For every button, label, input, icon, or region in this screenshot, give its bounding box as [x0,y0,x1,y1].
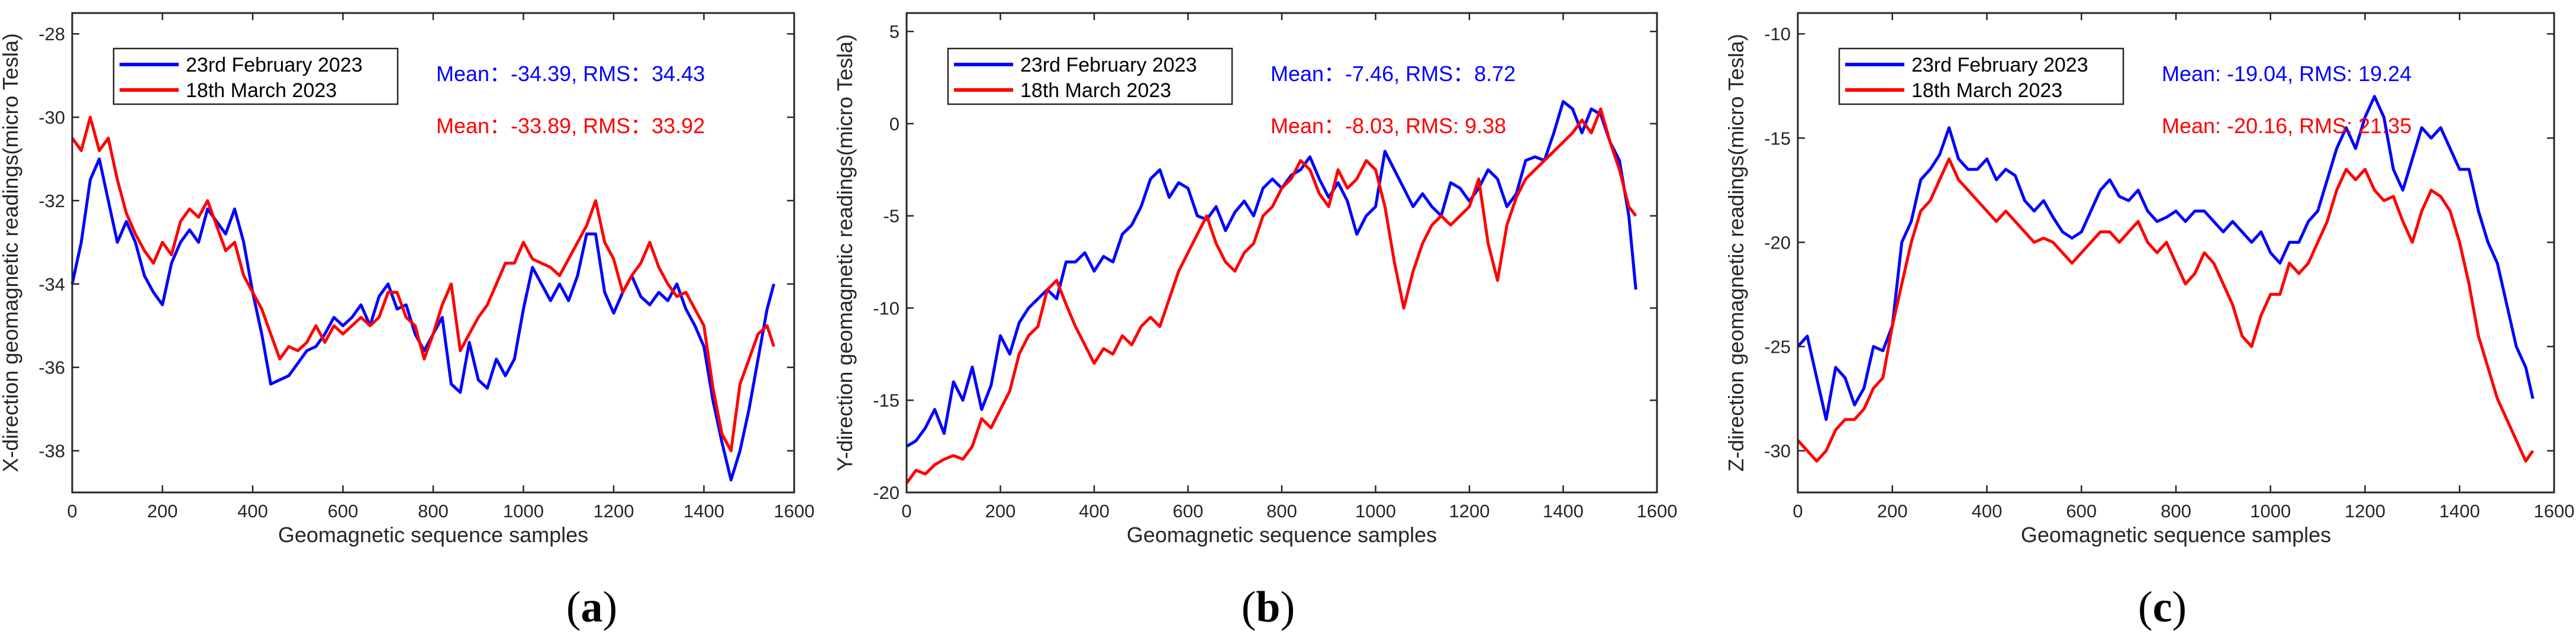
stats-annotation-mar: Mean: -20.16, RMS: 21.35 [2162,114,2411,138]
chart-panel-b: 0 200 400 600 800 1000 1200 1400 1600 -20 -15 -10 -5… [833,12,1677,632]
stats-annotation-mar: Mean：-33.89, RMS：33.92 [436,114,705,138]
legend: 23rd February 2023 18th March 2023 [1838,47,2124,105]
y-tick-label: -30 [1764,441,1791,462]
y-tick-label: 5 [889,21,899,42]
y-tick-label: -30 [38,107,65,128]
x-tick-label: 200 [1877,501,1908,521]
caption-letter: a [581,583,603,632]
caption-open-paren: ( [2138,583,2153,632]
x-tick-label: 200 [985,501,1016,521]
caption-open-paren: ( [1242,583,1256,632]
caption-letter: c [2153,583,2172,632]
caption-open-paren: ( [566,583,581,632]
x-tick-label: 600 [1173,501,1204,521]
series-layer [905,100,1637,484]
y-tick-label: -20 [1764,232,1791,253]
x-tick-label: 1400 [2439,501,2480,521]
x-tick-label: 1000 [503,501,544,521]
plot-frame [1797,12,2555,494]
y-tick-label: -15 [873,390,899,411]
y-tick-label: -38 [38,441,65,462]
x-tick-label: 1400 [684,501,724,521]
series-line-mar [1797,157,2535,463]
series-line-mar [70,115,776,453]
legend-label-feb: 23rd February 2023 [186,54,363,76]
tick-layer: 0 200 400 600 800 1000 1200 1400 1600 -20 -15 -10 -5… [873,13,1677,521]
series-line-feb [905,100,1637,448]
legend-label-mar: 18th March 2023 [1020,79,1171,102]
y-tick-label: -34 [38,274,65,295]
x-tick-label: 0 [67,501,77,521]
stats-annotation-feb: Mean：-7.46, RMS：8.72 [1271,62,1516,86]
y-tick-label: 0 [889,114,899,134]
y-axis-label: Z-direction geomagnetic readings(micro T… [1724,34,1748,472]
y-tick-label: -36 [38,357,65,378]
x-tick-label: 400 [1079,501,1110,521]
x-tick-label: 400 [1972,501,2003,521]
y-tick-label: -32 [38,191,65,211]
x-axis-label: Geomagnetic sequence samples [1127,523,1437,547]
y-tick-label: -20 [873,482,899,503]
stats-annotation-mar: Mean：-8.03, RMS: 9.38 [1271,114,1506,138]
x-tick-label: 800 [1266,501,1297,521]
chart-panel-c: 0 200 400 600 800 1000 1200 1400 1600 -30 -25 -20 -1… [1724,12,2574,632]
legend-label-mar: 18th March 2023 [186,79,337,102]
series-line-feb [70,157,776,482]
panel-caption: (a) [566,583,617,632]
x-tick-label: 1400 [1543,501,1584,521]
x-tick-label: 1200 [2345,501,2385,521]
stats-annotation-feb: Mean: -19.04, RMS: 19.24 [2162,62,2411,86]
x-tick-label: 0 [1792,501,1803,521]
x-axis-label: Geomagnetic sequence samples [2021,523,2331,547]
legend-box [1838,47,2124,105]
panel-caption: (c) [2138,583,2187,632]
legend: 23rd February 2023 18th March 2023 [112,47,399,105]
legend: 23rd February 2023 18th March 2023 [947,47,1233,105]
y-tick-label: -25 [1764,336,1791,357]
y-tick-label: -10 [1764,24,1791,44]
x-tick-label: 1200 [594,501,634,521]
legend-label-mar: 18th March 2023 [1911,79,2062,102]
caption-close-paren: ) [603,583,618,632]
x-tick-label: 1000 [1355,501,1396,521]
plot-frame [905,12,1658,494]
y-tick-label: -15 [1764,128,1791,149]
series-line-feb [1797,95,2535,421]
chart-panel-a: 0 200 400 600 800 1000 1200 1400 1600 -38 -36 -34 -3… [0,12,814,632]
caption-letter: b [1256,583,1280,632]
tick-layer: 0 200 400 600 800 1000 1200 1400 1600 -38 -36 -34 -3… [38,13,814,521]
y-axis-label: Y-direction geomagnetic readings(micro T… [833,34,857,471]
x-tick-label: 400 [237,501,268,521]
x-tick-label: 600 [2066,501,2097,521]
y-tick-label: -28 [38,24,65,44]
x-tick-label: 1200 [1449,501,1490,521]
series-line-mar [905,107,1637,484]
x-axis-label: Geomagnetic sequence samples [278,523,588,547]
y-tick-label: -10 [873,298,899,318]
plot-frame [71,12,795,494]
tick-layer: 0 200 400 600 800 1000 1200 1400 1600 -30 -25 -20 -1… [1764,13,2574,521]
series-layer [1797,95,2535,463]
x-tick-label: 600 [328,501,359,521]
series-layer [70,115,776,482]
y-axis-label: X-direction geomagnetic readings(micro T… [0,33,22,472]
x-tick-label: 200 [147,501,178,521]
x-tick-label: 1600 [2534,501,2575,521]
legend-box [112,47,399,105]
legend-label-feb: 23rd February 2023 [1911,54,2088,76]
x-tick-label: 1600 [774,501,815,521]
y-tick-label: -5 [883,206,899,227]
caption-close-paren: ) [2172,583,2187,632]
caption-close-paren: ) [1281,583,1295,632]
x-tick-label: 0 [901,501,911,521]
legend-label-feb: 23rd February 2023 [1020,54,1197,76]
legend-box [947,47,1233,105]
x-tick-label: 1000 [2250,501,2291,521]
x-tick-label: 800 [2161,501,2191,521]
x-tick-label: 800 [418,501,449,521]
stats-annotation-feb: Mean：-34.39, RMS：34.43 [436,62,705,86]
panel-caption: (b) [1242,583,1295,632]
x-tick-label: 1600 [1637,501,1678,521]
